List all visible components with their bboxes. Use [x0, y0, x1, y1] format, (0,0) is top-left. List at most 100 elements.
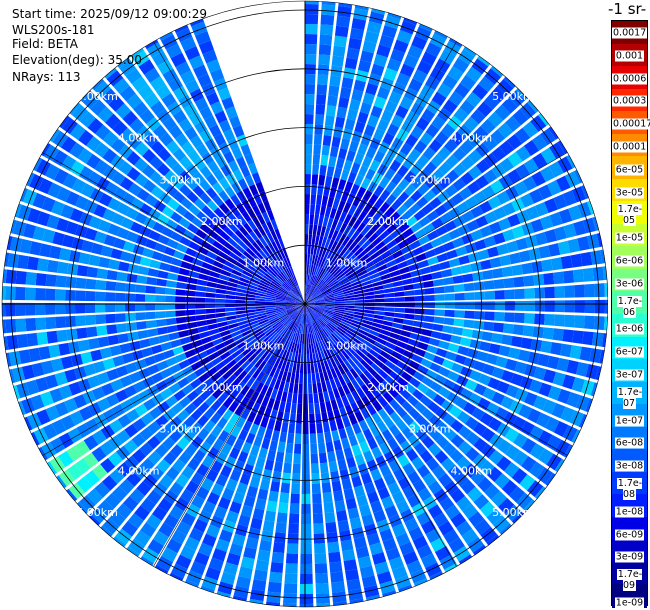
range-gate-cell	[436, 252, 449, 263]
range-gate-cell	[361, 280, 372, 287]
range-gate-cell	[305, 234, 309, 245]
range-gate-cell	[305, 54, 317, 65]
range-gate-cell	[4, 252, 10, 267]
range-gate-cell	[511, 468, 528, 485]
range-gate-cell	[96, 371, 110, 385]
range-gate-cell	[393, 286, 405, 292]
range-gate-cell	[327, 336, 335, 346]
range-gate-cell	[554, 314, 565, 327]
range-gate-cell	[323, 292, 334, 298]
range-gate-cell	[126, 546, 140, 557]
range-gate-cell	[298, 296, 305, 304]
range-gate-cell	[252, 205, 262, 217]
range-gate-cell	[295, 301, 305, 304]
range-gate-cell	[333, 292, 344, 297]
range-gate-cell	[287, 351, 293, 363]
range-gate-cell	[66, 445, 82, 462]
range-gate-cell	[1, 302, 6, 317]
range-gate-cell	[313, 276, 320, 287]
range-gate-cell	[502, 202, 516, 216]
range-gate-cell	[331, 286, 342, 292]
range-gate-cell	[322, 312, 333, 318]
range-gate-cell	[47, 461, 58, 475]
range-gate-cell	[135, 321, 147, 330]
range-gate-cell	[338, 2, 353, 8]
range-gate-cell	[316, 94, 327, 106]
range-gate-cell	[196, 279, 208, 287]
range-gate-cell	[354, 293, 365, 298]
range-gate-cell	[295, 286, 301, 296]
range-gate-cell	[235, 381, 246, 393]
range-gate-cell	[391, 173, 403, 186]
range-gate-cell	[403, 319, 414, 326]
range-gate-cell	[311, 322, 316, 333]
range-gate-cell	[544, 286, 555, 299]
range-gate-cell	[245, 387, 255, 400]
range-gate-cell	[330, 282, 340, 289]
range-gate-cell	[301, 473, 311, 485]
range-gate-cell	[203, 407, 216, 420]
range-gate-cell	[109, 345, 122, 357]
range-gate-cell	[378, 333, 389, 341]
range-gate-cell	[336, 106, 348, 119]
range-gate-cell	[54, 401, 69, 417]
range-gate-cell	[560, 255, 573, 269]
range-gate-cell	[554, 458, 565, 473]
range-gate-cell	[601, 333, 607, 348]
range-ring-label: 5.00km	[76, 90, 118, 103]
range-gate-cell	[116, 503, 133, 520]
range-gate-cell	[320, 14, 335, 26]
range-gate-cell	[407, 494, 421, 508]
range-gate-cell	[134, 212, 148, 225]
range-gate-cell	[291, 483, 300, 494]
range-gate-cell	[237, 280, 249, 287]
range-gate-cell	[166, 140, 180, 155]
range-gate-cell	[188, 270, 200, 279]
range-gate-cell	[483, 321, 495, 332]
range-gate-cell	[119, 85, 136, 102]
range-gate-cell	[414, 347, 426, 358]
range-gate-cell	[433, 394, 446, 406]
range-gate-cell	[270, 230, 278, 241]
range-gate-cell	[293, 312, 300, 321]
range-gate-cell	[289, 503, 300, 514]
range-gate-cell	[590, 382, 598, 397]
range-gate-cell	[216, 283, 228, 290]
range-gate-cell	[265, 307, 276, 311]
range-gate-cell	[513, 432, 528, 449]
range-gate-cell	[401, 209, 413, 222]
range-gate-cell	[452, 326, 464, 336]
range-gate-cell	[434, 309, 445, 317]
range-gate-cell	[566, 392, 581, 408]
range-gate-cell	[430, 330, 442, 340]
range-gate-cell	[139, 256, 152, 267]
range-gate-cell	[379, 528, 394, 542]
range-gate-cell	[434, 30, 448, 40]
range-gate-cell	[468, 392, 482, 406]
range-gate-cell	[332, 355, 341, 367]
range-gate-cell	[60, 204, 75, 219]
range-gate-cell	[371, 236, 383, 247]
azimuth-spoke	[42, 152, 306, 305]
range-gate-cell	[425, 457, 440, 472]
range-gate-cell	[532, 152, 548, 169]
range-gate-cell	[222, 355, 234, 365]
range-gate-cell	[273, 461, 283, 473]
range-gate-cell	[149, 155, 164, 170]
range-gate-cell	[386, 123, 400, 137]
range-gate-cell	[36, 331, 49, 346]
range-gate-cell	[369, 159, 381, 172]
range-gate-cell	[215, 312, 226, 318]
range-gate-cell	[119, 478, 135, 495]
range-gate-cell	[349, 517, 362, 530]
range-gate-cell	[240, 359, 251, 370]
range-gate-cell	[368, 11, 385, 25]
range-gate-cell	[83, 435, 99, 451]
range-gate-cell	[333, 490, 344, 502]
range-gate-cell	[137, 329, 149, 340]
range-gate-cell	[235, 307, 246, 311]
range-gate-cell	[403, 197, 416, 209]
range-gate-cell	[264, 340, 273, 351]
range-gate-cell	[436, 421, 450, 435]
range-gate-cell	[444, 563, 458, 573]
